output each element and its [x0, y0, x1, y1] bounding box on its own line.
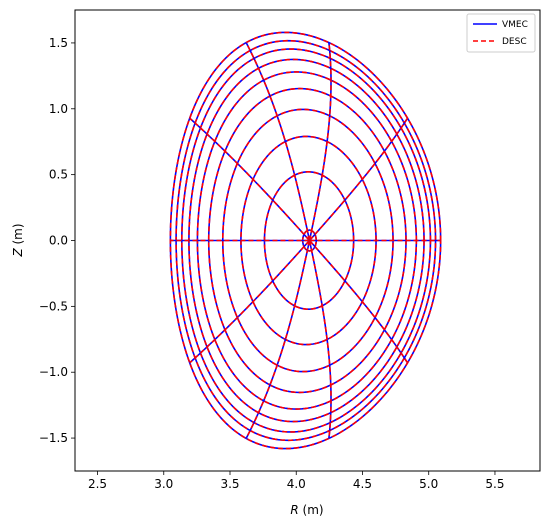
desc-flux-surface [181, 48, 432, 433]
desc-poloidal-line [189, 239, 311, 364]
y-axis-ticks: −1.5 −1.0 −0.5 0.0 0.5 1.0 1.5 [39, 36, 75, 445]
x-tick-label: 2.5 [88, 477, 107, 491]
poloidal-lines [170, 42, 441, 439]
desc-poloidal-line [308, 239, 409, 364]
desc-poloidal-line [308, 42, 332, 241]
legend-desc-label: DESC [502, 37, 527, 47]
desc-poloidal-line [245, 42, 311, 241]
y-axis-label: Z (m) [11, 223, 25, 257]
y-tick-label: 1.5 [49, 36, 68, 50]
desc-poloidal-line [189, 117, 311, 242]
desc-poloidal-line [308, 240, 332, 439]
legend: VMEC DESC [466, 13, 536, 53]
x-tick-label: 3.0 [154, 477, 173, 491]
x-tick-label: 4.0 [287, 477, 306, 491]
desc-flux-surface [221, 108, 394, 373]
y-tick-label: −0.5 [39, 299, 68, 313]
x-tick-label: 5.5 [485, 477, 504, 491]
x-axis-label: R (m) [290, 503, 323, 517]
desc-flux-surface [207, 87, 407, 394]
y-tick-label: −1.5 [39, 431, 68, 445]
x-tick-label: 5.0 [419, 477, 438, 491]
y-tick-label: −1.0 [39, 365, 68, 379]
legend-vmec-label: VMEC [502, 20, 528, 30]
y-tick-label: 0.0 [49, 234, 68, 248]
x-tick-label: 3.5 [220, 477, 239, 491]
desc-poloidal-line [245, 240, 311, 439]
x-tick-label: 4.5 [353, 477, 372, 491]
desc-poloidal-line [308, 117, 409, 242]
y-tick-label: 1.0 [49, 102, 68, 116]
y-tick-label: 0.5 [49, 168, 68, 182]
x-axis-ticks: 2.5 3.0 3.5 4.0 4.5 5.0 5.5 [88, 471, 505, 491]
